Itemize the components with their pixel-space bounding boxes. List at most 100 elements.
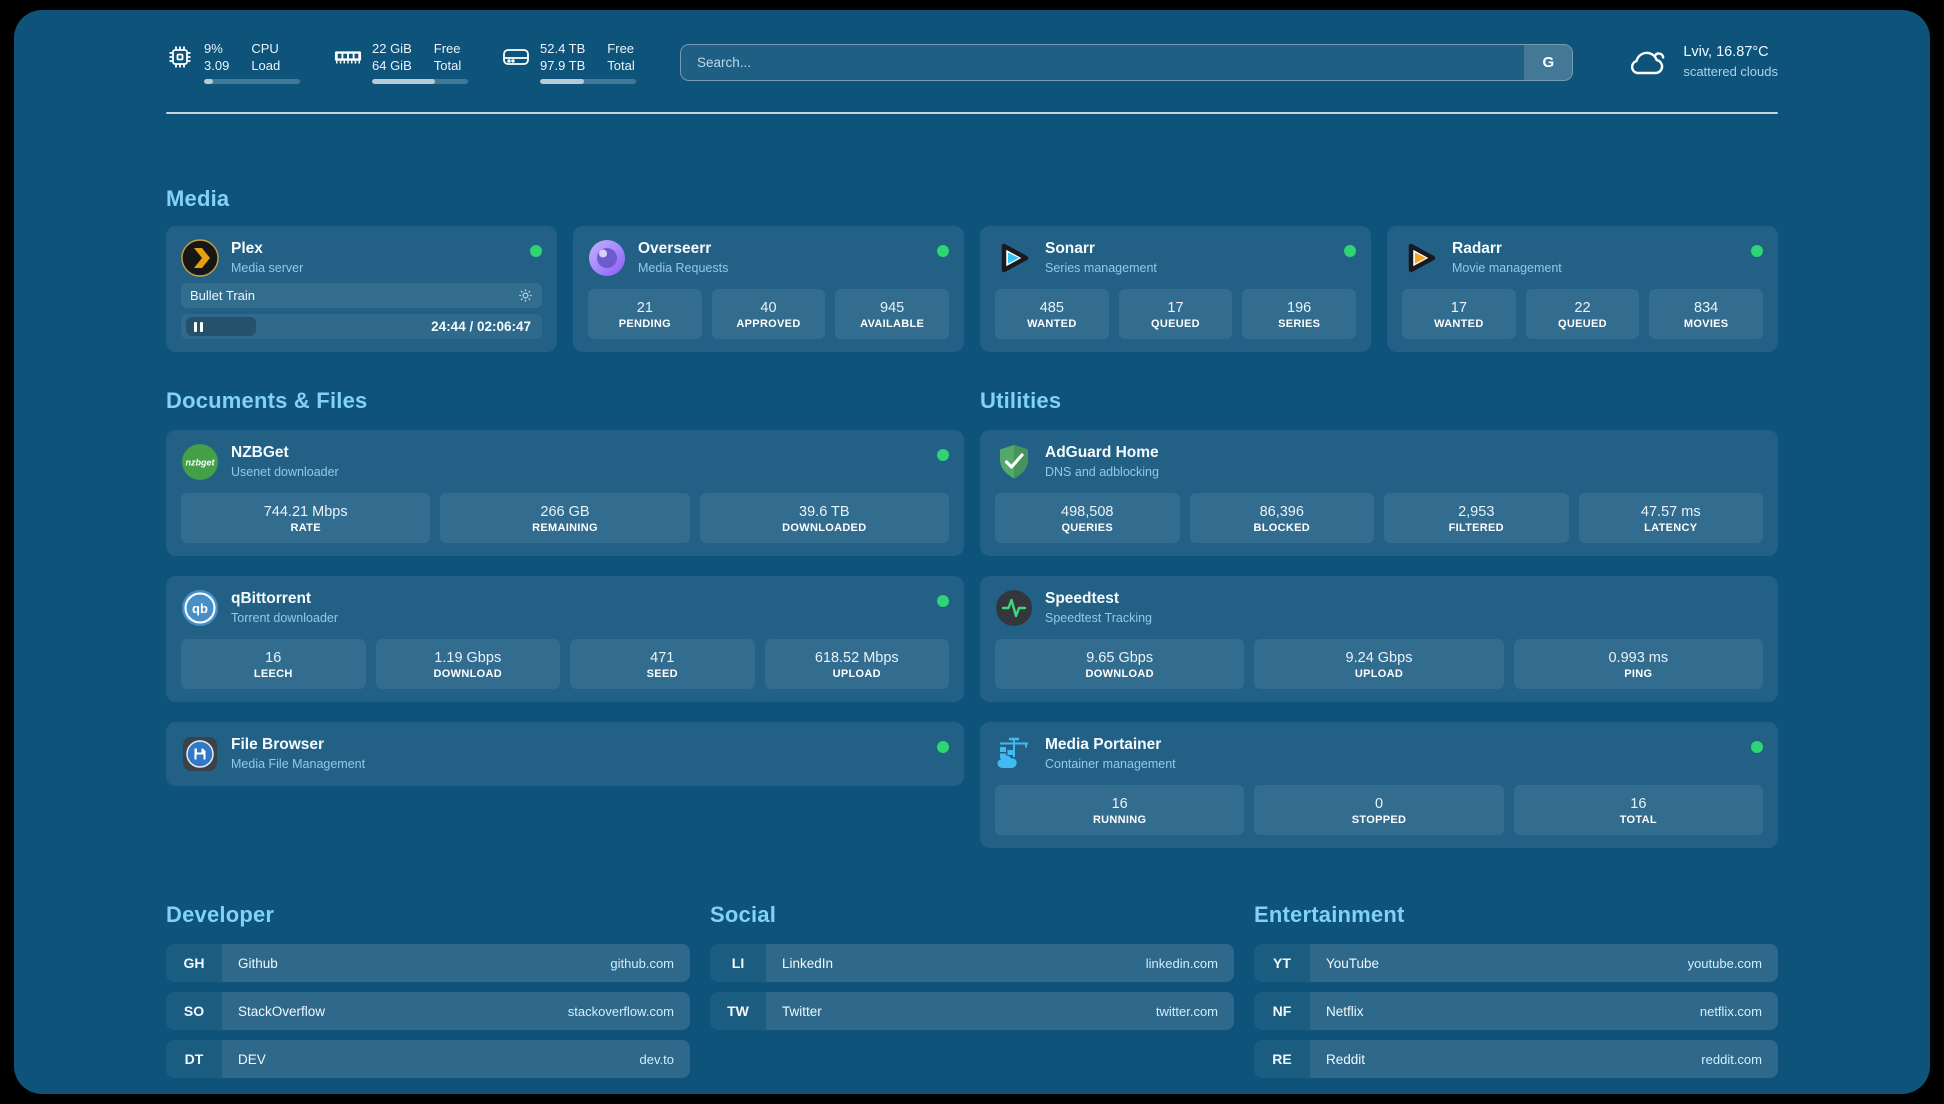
svg-text:nzbget: nzbget [186, 458, 216, 468]
app-card-speedtest[interactable]: Speedtest Speedtest Tracking 9.65 Gbps D… [980, 576, 1778, 702]
app-subtitle: Speedtest Tracking [1045, 610, 1153, 625]
plex-icon [181, 239, 219, 277]
stat-running: 16 RUNNING [995, 785, 1245, 835]
search-input[interactable] [681, 44, 1525, 80]
disk-total-value: 97.9 TB [540, 58, 586, 73]
sonarr-icon [995, 239, 1033, 277]
link-dev[interactable]: DT DEV dev.to [166, 1040, 690, 1078]
status-dot [1751, 741, 1763, 753]
cpu-load-label: Load [251, 58, 281, 73]
cloud-icon [1625, 46, 1669, 78]
link-youtube[interactable]: YT YouTube youtube.com [1254, 944, 1778, 982]
app-subtitle: Movie management [1452, 260, 1562, 275]
app-subtitle: Media Requests [638, 260, 729, 275]
app-title: NZBGet [231, 443, 289, 461]
media-player-bar[interactable]: 24:44 / 02:06:47 [181, 314, 542, 339]
disk-stat: 52.4 TB 97.9 TB Free Total [502, 40, 636, 84]
app-card-nzbget[interactable]: nzbget NZBGet Usenet downloader 744.21 M… [166, 430, 964, 556]
search-bar: G [680, 43, 1574, 81]
link-netflix[interactable]: NF Netflix netflix.com [1254, 992, 1778, 1030]
ram-icon [334, 42, 362, 72]
developer-column: Developer GH Github github.com SO StackO… [166, 902, 690, 1088]
search-engine-button[interactable]: G [1524, 44, 1573, 80]
cpu-icon [166, 42, 194, 72]
ram-progress-fill [372, 79, 436, 84]
ram-free-label: Free [433, 41, 461, 56]
status-dot [937, 245, 949, 257]
stat-ping: 0.993 ms PING [1513, 639, 1763, 689]
playback-progress [186, 317, 257, 336]
overseerr-icon [588, 239, 626, 277]
app-title: Radarr [1452, 239, 1502, 257]
app-title: AdGuard Home [1045, 443, 1159, 461]
link-url: youtube.com [1687, 955, 1762, 971]
link-url: stackoverflow.com [567, 1003, 674, 1019]
nzbget-icon: nzbget [181, 443, 219, 481]
cpu-stat: 9% 3.09 CPU Load [166, 40, 300, 84]
app-title: Overseerr [638, 239, 712, 257]
link-name: Netflix [1326, 1003, 1364, 1019]
stat-blocked: 86,396 BLOCKED [1189, 493, 1374, 543]
stat-filtered: 2,953 FILTERED [1384, 493, 1569, 543]
social-column: Social LI LinkedIn linkedin.com TW Twitt… [710, 902, 1234, 1088]
app-card-qbittorrent[interactable]: qb qBittorrent Torrent downloader 16 LEE… [166, 576, 964, 702]
app-card-radarr[interactable]: Radarr Movie management 17 WANTED 22 QUE… [1387, 226, 1778, 352]
link-abbr: LI [710, 944, 766, 982]
app-subtitle: Torrent downloader [231, 610, 339, 625]
app-title: File Browser [231, 735, 325, 753]
app-card-overseerr[interactable]: Overseerr Media Requests 21 PENDING 40 A… [573, 226, 964, 352]
status-dot [937, 741, 949, 753]
stat-stopped: 0 STOPPED [1254, 785, 1504, 835]
stat-downloaded: 39.6 TB DOWNLOADED [699, 493, 949, 543]
stat-approved: 40 APPROVED [711, 289, 826, 339]
stat-latency: 47.57 ms LATENCY [1578, 493, 1763, 543]
link-abbr: SO [166, 992, 222, 1030]
link-reddit[interactable]: RE Reddit reddit.com [1254, 1040, 1778, 1078]
system-stats: 9% 3.09 CPU Load [166, 40, 636, 84]
app-subtitle: Media File Management [231, 756, 366, 771]
app-title: Sonarr [1045, 239, 1095, 257]
ram-progress-track [372, 79, 468, 84]
stat-queued: 22 QUEUED [1525, 289, 1640, 339]
stat-upload: 618.52 Mbps UPLOAD [764, 639, 949, 689]
app-title: Speedtest [1045, 589, 1120, 607]
section-title-utilities: Utilities [980, 388, 1062, 413]
app-card-sonarr[interactable]: Sonarr Series management 485 WANTED 17 Q… [980, 226, 1371, 352]
app-subtitle: Usenet downloader [231, 464, 339, 479]
link-url: reddit.com [1701, 1051, 1762, 1067]
app-subtitle: Media server [231, 260, 304, 275]
link-name: Reddit [1326, 1051, 1366, 1067]
dashboard: 9% 3.09 CPU Load [14, 10, 1930, 1094]
weather-location: Lviv, 16.87°C [1683, 44, 1769, 60]
disk-icon [502, 42, 530, 72]
weather-widget[interactable]: Lviv, 16.87°C scattered clouds [1625, 43, 1778, 81]
weather-condition: scattered clouds [1683, 64, 1778, 79]
link-name: Github [238, 955, 278, 971]
stat-wanted: 17 WANTED [1402, 289, 1516, 339]
status-dot [530, 245, 542, 257]
cpu-progress-fill [204, 79, 213, 84]
link-twitter[interactable]: TW Twitter twitter.com [710, 992, 1234, 1030]
link-url: linkedin.com [1145, 955, 1218, 971]
header-divider [166, 112, 1778, 114]
stat-download: 1.19 Gbps DOWNLOAD [375, 639, 560, 689]
app-subtitle: Container management [1045, 756, 1176, 771]
app-subtitle: Series management [1045, 260, 1157, 275]
app-card-portainer[interactable]: Media Portainer Container management 16 … [980, 722, 1778, 848]
stat-seed: 471 SEED [570, 639, 755, 689]
link-stackoverflow[interactable]: SO StackOverflow stackoverflow.com [166, 992, 690, 1030]
app-card-plex[interactable]: Plex Media server Bullet Train [166, 226, 557, 352]
link-github[interactable]: GH Github github.com [166, 944, 690, 982]
filebrowser-icon [181, 735, 219, 773]
media-settings-icon[interactable] [518, 288, 533, 303]
disk-free-value: 52.4 TB [540, 41, 586, 56]
app-card-filebrowser[interactable]: File Browser Media File Management [166, 722, 964, 786]
playback-time: 24:44 / 02:06:47 [431, 319, 531, 334]
media-grid: Plex Media server Bullet Train [166, 226, 1778, 352]
stat-rate: 744.21 Mbps RATE [181, 493, 431, 543]
link-name: LinkedIn [782, 955, 834, 971]
link-linkedin[interactable]: LI LinkedIn linkedin.com [710, 944, 1234, 982]
app-card-adguard[interactable]: AdGuard Home DNS and adblocking 498,508 … [980, 430, 1778, 556]
pause-icon[interactable] [194, 321, 203, 332]
status-dot [1751, 245, 1763, 257]
